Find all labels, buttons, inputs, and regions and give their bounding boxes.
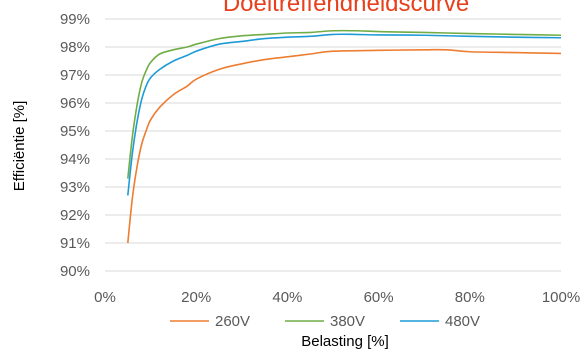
legend-label: 380V [330, 313, 365, 330]
chart-title: Doeltreffendheidscurve [223, 0, 469, 17]
series-line-260V [127, 48, 562, 244]
y-tick-label: 95% [60, 123, 90, 140]
y-tick-label: 92% [60, 207, 90, 224]
x-tick-label: 40% [272, 289, 302, 306]
x-tick-label: 100% [542, 289, 580, 306]
x-tick-label: 80% [455, 289, 485, 306]
y-axis-title: Efficiëntie [%] [11, 101, 28, 192]
legend-label: 260V [215, 313, 250, 330]
x-tick-labels: 0% 20% 40% 60% 80% 100% [94, 289, 580, 306]
y-tick-label: 99% [60, 11, 90, 28]
series-line-480V [127, 33, 562, 196]
y-tick-label: 97% [60, 67, 90, 84]
y-tick-label: 93% [60, 179, 90, 196]
y-tick-label: 96% [60, 95, 90, 112]
x-tick-label: 60% [364, 289, 394, 306]
legend-label: 480V [445, 313, 480, 330]
y-tick-label: 91% [60, 235, 90, 252]
x-axis-title: Belasting [%] [301, 333, 389, 350]
y-tick-label: 90% [60, 263, 90, 280]
x-tick-label: 0% [94, 289, 116, 306]
x-tick-label: 20% [181, 289, 211, 306]
y-tick-label: 98% [60, 39, 90, 56]
series-line-380V [127, 29, 562, 179]
gridlines [105, 18, 561, 272]
legend: 260V 380V 480V [170, 313, 480, 330]
y-tick-label: 94% [60, 151, 90, 168]
series-lines [127, 29, 562, 244]
y-tick-labels: 90% 91% 92% 93% 94% 95% 96% 97% 98% 99% [60, 11, 90, 280]
